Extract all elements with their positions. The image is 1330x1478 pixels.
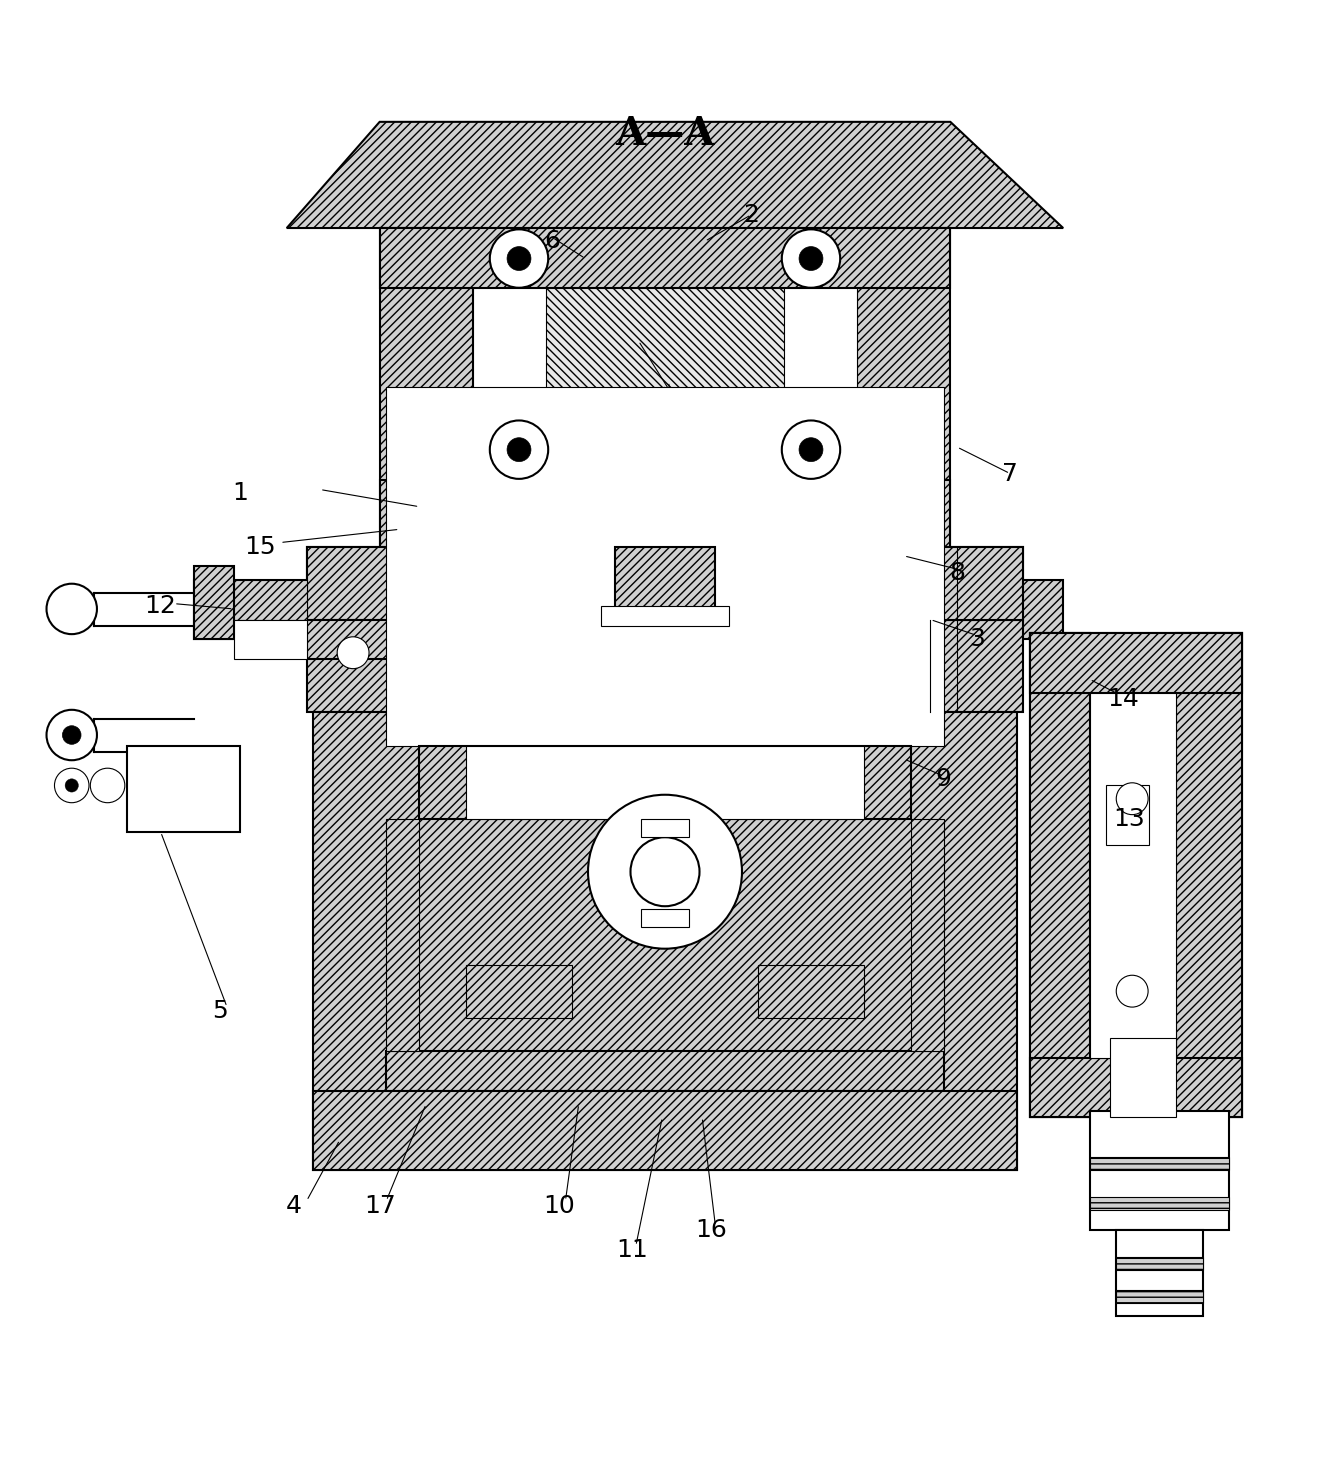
Polygon shape xyxy=(386,819,419,1051)
Polygon shape xyxy=(1089,1157,1229,1171)
Bar xyxy=(1109,1038,1176,1117)
Polygon shape xyxy=(911,819,944,1051)
Bar xyxy=(1089,1110,1229,1230)
Circle shape xyxy=(1116,975,1148,1007)
Polygon shape xyxy=(307,547,1023,619)
Text: 3: 3 xyxy=(970,628,984,652)
Polygon shape xyxy=(386,1051,944,1091)
Polygon shape xyxy=(379,480,951,547)
Polygon shape xyxy=(614,547,716,619)
Text: 2: 2 xyxy=(743,202,759,226)
Polygon shape xyxy=(234,579,307,619)
Polygon shape xyxy=(1029,633,1089,1117)
Circle shape xyxy=(799,247,823,270)
Text: 15: 15 xyxy=(245,535,277,559)
Text: 8: 8 xyxy=(950,562,966,585)
Polygon shape xyxy=(307,619,399,659)
Circle shape xyxy=(782,420,841,479)
Text: 5: 5 xyxy=(213,999,229,1023)
Polygon shape xyxy=(194,579,472,640)
Circle shape xyxy=(65,779,78,792)
Text: 7: 7 xyxy=(1001,461,1017,486)
Polygon shape xyxy=(314,712,1016,1171)
Text: 1: 1 xyxy=(233,482,249,505)
Text: 17: 17 xyxy=(364,1194,395,1218)
Bar xyxy=(386,387,944,745)
Text: 4: 4 xyxy=(286,1194,302,1218)
Polygon shape xyxy=(234,619,307,659)
Circle shape xyxy=(782,229,841,288)
Polygon shape xyxy=(1116,1290,1202,1304)
Circle shape xyxy=(338,637,368,668)
Text: 9: 9 xyxy=(936,767,952,791)
Polygon shape xyxy=(1176,633,1242,1117)
Polygon shape xyxy=(379,228,951,288)
Polygon shape xyxy=(307,547,392,619)
Circle shape xyxy=(588,795,742,949)
Text: 10: 10 xyxy=(543,1194,575,1218)
Bar xyxy=(465,745,864,819)
Text: 13: 13 xyxy=(1113,807,1145,831)
Bar xyxy=(641,819,689,837)
Polygon shape xyxy=(307,619,1023,712)
Circle shape xyxy=(507,437,531,461)
Text: A—A: A—A xyxy=(616,115,714,154)
Circle shape xyxy=(489,420,548,479)
Polygon shape xyxy=(1029,633,1242,1117)
Circle shape xyxy=(489,229,548,288)
Polygon shape xyxy=(1029,1058,1242,1117)
Polygon shape xyxy=(194,566,234,640)
Polygon shape xyxy=(379,228,472,547)
Text: 11: 11 xyxy=(616,1239,648,1262)
Polygon shape xyxy=(938,547,1023,619)
Polygon shape xyxy=(858,579,1063,640)
Polygon shape xyxy=(465,965,572,1018)
Polygon shape xyxy=(545,288,785,480)
Polygon shape xyxy=(419,745,911,819)
Text: 16: 16 xyxy=(696,1218,728,1242)
Bar xyxy=(472,288,858,480)
Text: 6: 6 xyxy=(544,229,560,253)
Circle shape xyxy=(47,709,97,760)
Circle shape xyxy=(63,726,81,745)
Text: 14: 14 xyxy=(1107,687,1138,711)
Circle shape xyxy=(47,584,97,634)
Bar xyxy=(128,745,241,832)
Circle shape xyxy=(799,437,823,461)
Polygon shape xyxy=(1089,1197,1229,1210)
Polygon shape xyxy=(287,121,1063,228)
Circle shape xyxy=(90,769,125,803)
Bar xyxy=(641,909,689,928)
Circle shape xyxy=(630,837,700,906)
Polygon shape xyxy=(858,228,951,547)
Polygon shape xyxy=(758,965,864,1018)
Text: 12: 12 xyxy=(145,594,177,618)
Polygon shape xyxy=(314,1091,1016,1171)
Circle shape xyxy=(1116,783,1148,814)
Circle shape xyxy=(507,247,531,270)
Bar xyxy=(1116,1230,1202,1317)
Polygon shape xyxy=(1116,1256,1202,1270)
Circle shape xyxy=(55,769,89,803)
Polygon shape xyxy=(1029,633,1242,693)
Bar xyxy=(1089,693,1176,1058)
Polygon shape xyxy=(601,606,729,627)
Bar xyxy=(1105,785,1149,845)
